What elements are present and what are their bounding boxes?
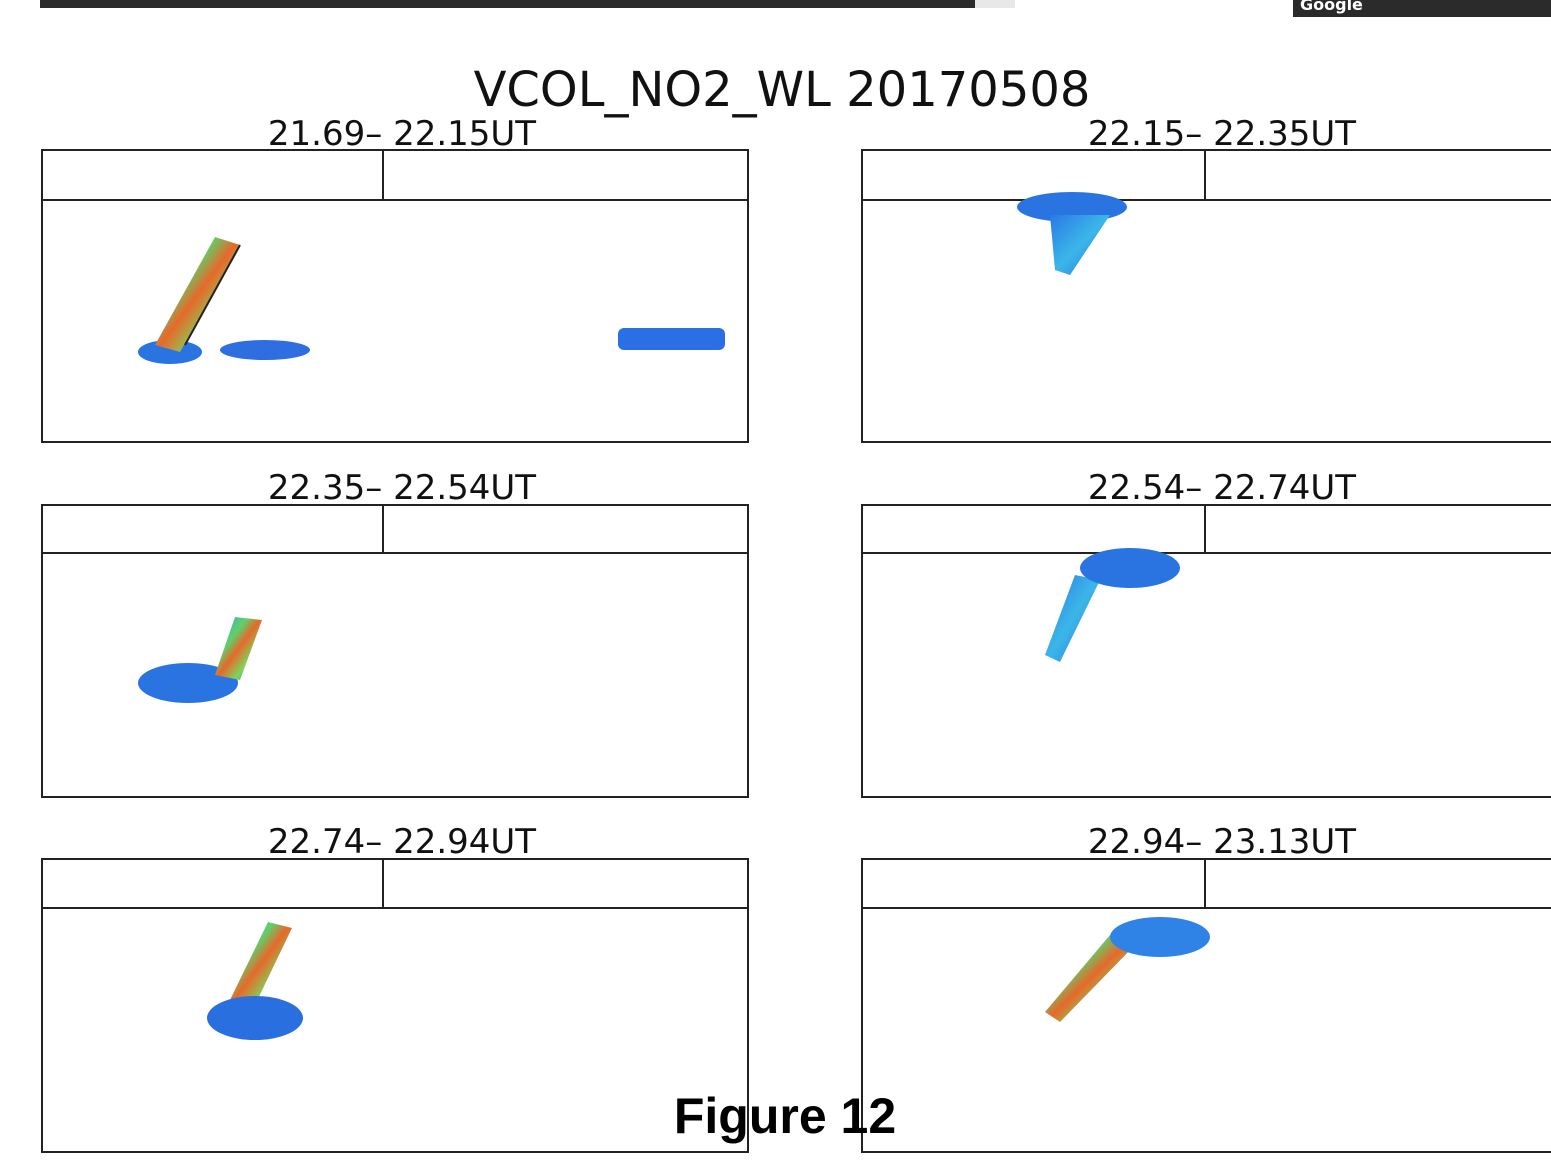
- no2-swaths: [138, 192, 1210, 1040]
- logo: Google: [1300, 0, 1363, 14]
- map-strip: [40, 0, 975, 8]
- figure-title: VCOL_NO2_WL 20170508: [474, 62, 1091, 118]
- panel-title: 22.35– 22.54UT: [268, 468, 536, 508]
- panel-title: 21.69– 22.15UT: [268, 114, 536, 154]
- map-strip-edge: [975, 0, 1015, 8]
- panel-title: 22.15– 22.35UT: [1088, 114, 1356, 154]
- panel-title: 22.94– 23.13UT: [1088, 822, 1356, 862]
- caption: Figure 12: [674, 1088, 896, 1144]
- page: Google VCOL_NO2_WL 20170508 21.69– 22.15…: [0, 0, 1551, 1162]
- panel-title: 22.74– 22.94UT: [268, 822, 536, 862]
- panel-title: 22.54– 22.74UT: [1088, 468, 1356, 508]
